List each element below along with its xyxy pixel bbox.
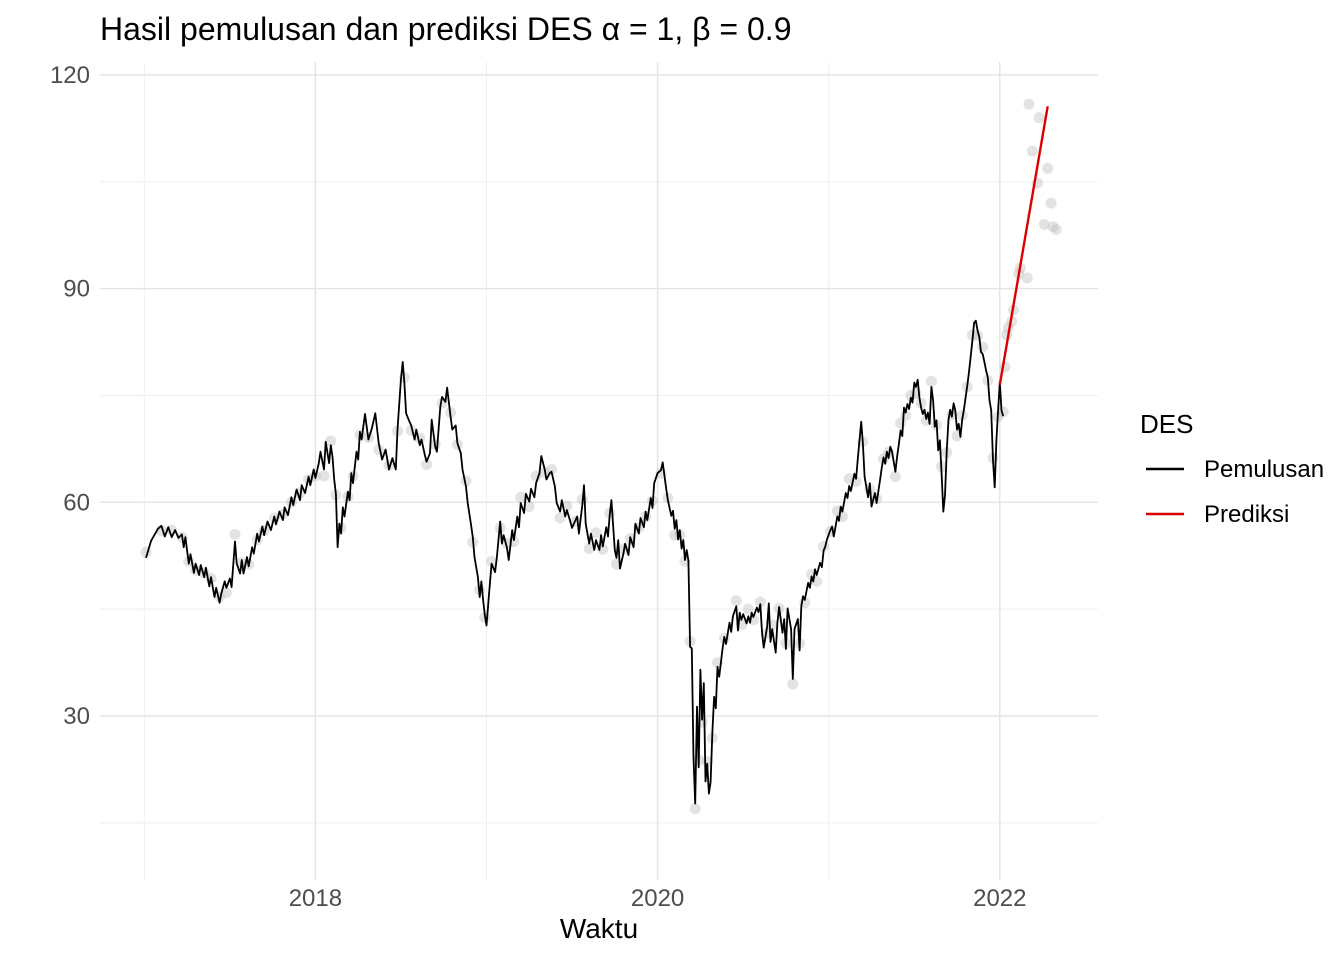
observation-point bbox=[1021, 272, 1033, 284]
series-line-prediksi bbox=[998, 106, 1049, 386]
legend-label-pemulusan: Pemulusan bbox=[1204, 456, 1324, 483]
y-tick-label: 60 bbox=[63, 489, 90, 516]
observation-point bbox=[1045, 197, 1057, 209]
observation-point bbox=[1023, 98, 1035, 110]
observation-point bbox=[742, 603, 754, 615]
grid-major-lines bbox=[100, 62, 1098, 880]
series-line-pemulusan bbox=[145, 319, 1005, 805]
observation-point bbox=[515, 491, 527, 503]
observation-point bbox=[754, 596, 766, 608]
observation-point bbox=[1050, 223, 1062, 235]
axis-tick-labels: 30 60 90 120 2018 2020 2022 bbox=[50, 62, 1027, 912]
y-tick-label: 120 bbox=[50, 62, 90, 89]
observation-point bbox=[421, 459, 433, 471]
observation-point bbox=[689, 803, 701, 815]
observation-point bbox=[1042, 162, 1054, 174]
observation-point bbox=[889, 471, 901, 483]
observation-points bbox=[140, 98, 1062, 815]
observation-point bbox=[486, 555, 498, 567]
grid-minor-lines bbox=[100, 62, 1098, 880]
observation-point bbox=[730, 595, 742, 607]
observation-point bbox=[977, 341, 989, 353]
observation-point bbox=[590, 527, 602, 539]
observation-point bbox=[325, 435, 337, 447]
legend-label-prediksi: Prediksi bbox=[1204, 501, 1289, 528]
observation-point bbox=[1038, 219, 1050, 231]
x-axis-title: Waktu bbox=[560, 913, 638, 944]
observation-point bbox=[997, 406, 1009, 418]
observation-point bbox=[546, 464, 558, 476]
observation-point bbox=[925, 375, 937, 387]
observation-point bbox=[229, 528, 241, 540]
plot-title: Hasil pemulusan dan prediksi DES α = 1, … bbox=[100, 11, 791, 47]
observation-point bbox=[523, 501, 535, 513]
x-tick-label: 2022 bbox=[973, 885, 1026, 912]
observation-point bbox=[220, 587, 232, 599]
legend: DES Pemulusan Prediksi bbox=[1140, 409, 1324, 528]
series-lines bbox=[145, 106, 1049, 805]
x-tick-label: 2020 bbox=[631, 885, 684, 912]
observation-point bbox=[318, 470, 330, 482]
legend-title: DES bbox=[1140, 409, 1193, 439]
y-tick-label: 30 bbox=[63, 703, 90, 730]
observation-point bbox=[1047, 221, 1059, 233]
x-tick-label: 2018 bbox=[289, 885, 342, 912]
observation-point bbox=[787, 678, 799, 690]
observation-point bbox=[1033, 112, 1045, 124]
observation-point bbox=[583, 543, 595, 555]
y-tick-label: 90 bbox=[63, 276, 90, 303]
observation-point bbox=[554, 512, 566, 524]
observation-point bbox=[1026, 145, 1038, 157]
observation-point bbox=[460, 475, 472, 487]
